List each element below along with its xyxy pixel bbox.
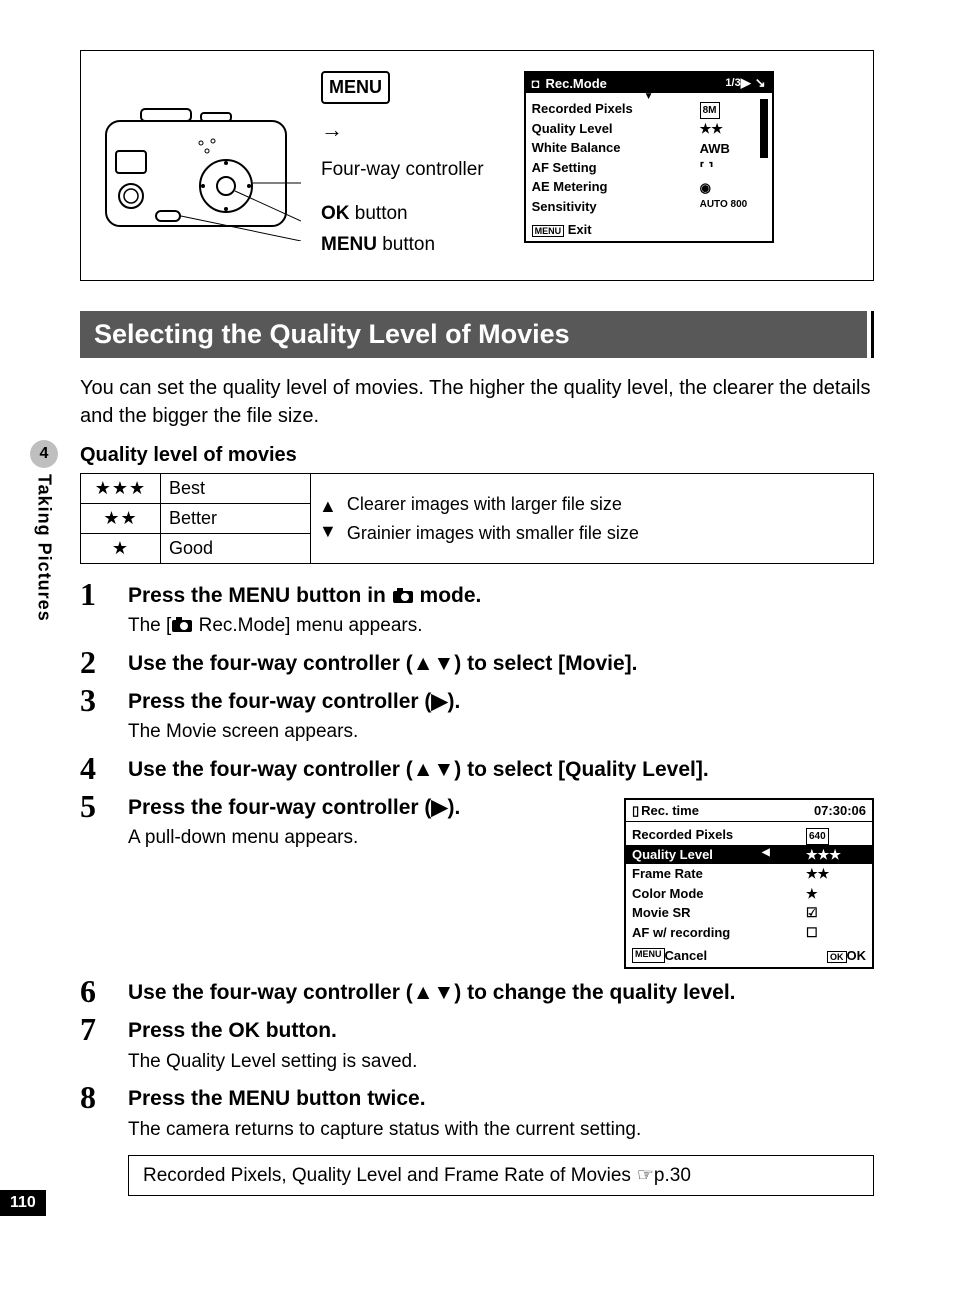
label-cell: Best <box>161 474 311 504</box>
diagram-box: MENU → Four-way controller OK button MEN… <box>80 50 874 281</box>
step: 8 Press the MENU button twice. The camera … <box>80 1081 874 1143</box>
step-number: 3 <box>80 684 110 716</box>
step: 6 Use the four-way controller (▲▼) to cha… <box>80 975 874 1007</box>
lcd-footer: MENU Exit <box>526 220 772 241</box>
step-description: The camera returns to capture status wit… <box>128 1117 874 1144</box>
side-tab: 4 Taking Pictures <box>30 440 58 622</box>
step-description: The Movie screen appears. <box>128 719 874 746</box>
menu-button-label: MENU button <box>321 230 484 260</box>
chapter-label: Taking Pictures <box>34 474 55 622</box>
step-number: 5 <box>80 790 110 822</box>
movie-icon: ▯ <box>632 803 639 819</box>
step-title: Press the four-way controller (▶). <box>128 688 874 715</box>
lcd-movie-menu: ▯ Rec. time 07:30:06 Recorded Pixels 640… <box>624 798 874 970</box>
step-title: Use the four-way controller (▲▼) to sele… <box>128 756 874 783</box>
lcd2-row: Quality Level ★★★ <box>626 845 872 865</box>
intro-text: You can set the quality level of movies.… <box>80 374 874 430</box>
menu-badge: MENU <box>321 71 390 104</box>
lcd-page-indicator: 1/3 <box>725 77 740 89</box>
lcd2-row: Recorded Pixels 640 <box>632 825 866 845</box>
step-number: 8 <box>80 1081 110 1113</box>
step: 7 Press the OK button. The Quality Level s… <box>80 1013 874 1075</box>
lcd-title: Rec.Mode <box>545 76 606 91</box>
step: 5 ▯ Rec. time 07:30:06 Recorded Pixels 6… <box>80 790 874 970</box>
step-title: Press the MENU button in mode. <box>128 582 874 609</box>
step-number: 6 <box>80 975 110 1007</box>
reference-box: Recorded Pixels, Quality Level and Frame… <box>128 1155 874 1196</box>
step-number: 2 <box>80 646 110 678</box>
lcd-scrollbar <box>760 99 768 216</box>
camera-illustration <box>101 91 301 241</box>
step: 4 Use the four-way controller (▲▼) to sel… <box>80 752 874 784</box>
step-number: 7 <box>80 1013 110 1045</box>
up-arrow-icon: ▲ <box>319 496 337 517</box>
subhead: Quality level of movies <box>80 444 874 467</box>
lcd2-header: ▯ Rec. time 07:30:06 <box>626 800 872 822</box>
step-description: The [ Rec.Mode] menu appears. <box>128 613 874 640</box>
step: 3 Press the four-way controller (▶). The M… <box>80 684 874 746</box>
lcd-rec-mode: ◘ Rec.Mode 1/3 ▶ ↘ Recorded Pixels Quali… <box>524 71 774 243</box>
ok-button-label: OK button <box>321 199 484 229</box>
lcd2-footer: MENUCancel OKOK <box>626 945 872 967</box>
arrow-icon: → <box>321 112 343 147</box>
four-way-label: Four-way controller <box>321 155 484 185</box>
step: 2 Use the four-way controller (▲▼) to sel… <box>80 646 874 678</box>
step-title: Use the four-way controller (▲▼) to sele… <box>128 650 874 677</box>
lcd-values: 8M ★★ AWB ⸢ ⸣ ◉ AUTO 800 <box>700 99 756 216</box>
chapter-number: 4 <box>30 440 58 468</box>
lcd-header: ◘ Rec.Mode 1/3 ▶ ↘ <box>526 73 772 93</box>
stars-cell: ★★★ <box>81 474 161 504</box>
info-cell: ▲ ▼ Clearer images with larger file size… <box>311 474 874 564</box>
lcd2-row: Color Mode ★ <box>632 884 866 904</box>
caret-right-icon: ▶ <box>741 75 751 91</box>
step-title: Use the four-way controller (▲▼) to chan… <box>128 979 874 1006</box>
tool-icon: ↘ <box>755 75 766 91</box>
camera-icon: ◘ <box>532 76 540 91</box>
step-description: The Quality Level setting is saved. <box>128 1049 874 1076</box>
section-heading: Selecting the Quality Level of Movies <box>80 311 874 358</box>
step-title: Press the MENU button twice. <box>128 1085 874 1112</box>
lcd2-row: Movie SR ☑ <box>632 903 866 923</box>
lcd-labels: Recorded Pixels Quality Level White Bala… <box>532 99 700 216</box>
lcd2-row: AF w/ recording ☐ <box>632 923 866 943</box>
step-title: Press the OK button. <box>128 1017 874 1044</box>
down-arrow-icon: ▼ <box>319 521 337 542</box>
page-number: 110 <box>0 1190 46 1216</box>
quality-table: ★★★ Best ▲ ▼ Clearer images with larger … <box>80 473 874 564</box>
lcd2-row: Frame Rate ★★ <box>632 864 866 884</box>
step-number: 4 <box>80 752 110 784</box>
step: 1 Press the MENU button in mode. The [ Rec… <box>80 578 874 640</box>
step-number: 1 <box>80 578 110 610</box>
